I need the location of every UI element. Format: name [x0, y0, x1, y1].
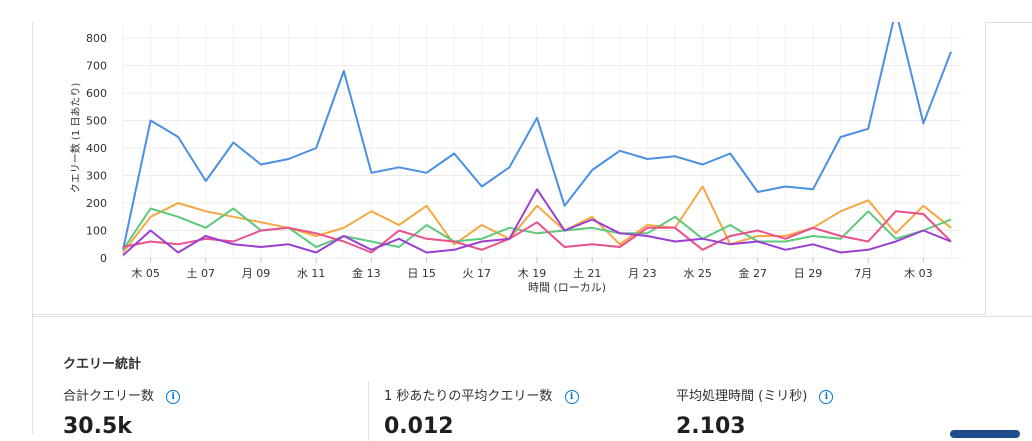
y-tick-label: 500	[86, 115, 107, 128]
x-tick-label: 金 13	[352, 266, 381, 280]
y-tick-label: 400	[86, 142, 107, 155]
y-tick-label: 800	[86, 32, 107, 45]
x-tick-label: 土 07	[187, 267, 216, 280]
y-tick-label: 700	[86, 60, 107, 73]
x-tick-label: 月 09	[242, 267, 271, 280]
previous-card-bottom	[32, 0, 1032, 23]
x-tick-label: 土 21	[573, 267, 602, 280]
stat-value-time: 2.103	[676, 414, 746, 439]
y-tick-label: 0	[100, 252, 107, 265]
series-line-1	[122, 22, 952, 251]
y-tick-label: 100	[86, 225, 107, 238]
x-tick-label: 7月	[854, 267, 872, 280]
x-tick-label: 日 29	[794, 267, 823, 280]
stat-divider	[368, 381, 369, 441]
stat-label-total: 合計クエリー数	[63, 389, 155, 404]
query-chart-card: 0 100 200 300 400 500 600 700 800 木 05 土 07 月 09 水 1…	[32, 22, 986, 315]
y-tick-label: 200	[86, 197, 107, 210]
x-tick-label: 水 11	[297, 267, 326, 280]
info-icon[interactable]: i	[564, 389, 579, 404]
stat-value-total: 30.5k	[63, 414, 132, 439]
stat-value-avg: 0.012	[384, 414, 454, 439]
y-axis-label: クエリー数 (1 日あたり)	[69, 83, 82, 194]
series-line-4	[122, 210, 952, 254]
x-tick-label: 木 19	[518, 267, 547, 280]
stat-label-time: 平均処理時間 (ミリ秒)	[676, 389, 808, 404]
series-line-5	[122, 188, 952, 257]
x-axis-label: 時間 (ローカル)	[528, 281, 606, 294]
stat-avg-processing-time: 平均処理時間 (ミリ秒) i 2.103	[676, 385, 834, 439]
x-tick-label: 木 03	[904, 267, 933, 280]
info-icon[interactable]: i	[166, 389, 181, 404]
floating-button-edge[interactable]	[950, 430, 1020, 438]
x-tick-label: 木 05	[131, 267, 160, 280]
info-icon[interactable]: i	[819, 389, 834, 404]
stat-label-avg: 1 秒あたりの平均クエリー数	[384, 389, 553, 404]
x-tick-label: 月 23	[628, 267, 657, 280]
query-stats-section: クエリー統計 合計クエリー数 i 30.5k 1 秒あたりの平均クエリー数 i …	[32, 316, 1032, 441]
stat-total-queries: 合計クエリー数 i 30.5k	[63, 385, 181, 439]
query-line-chart: 0 100 200 300 400 500 600 700 800 木 05 土 07 月 09 水 1…	[69, 22, 961, 294]
x-tick-label: 水 25	[683, 267, 712, 280]
y-tick-label: 600	[86, 87, 107, 100]
stat-avg-per-second: 1 秒あたりの平均クエリー数 i 0.012	[384, 385, 579, 439]
stats-title: クエリー統計	[63, 357, 142, 372]
x-tick-label: 火 17	[463, 267, 492, 280]
x-tick-label: 金 27	[739, 266, 768, 280]
y-tick-label: 300	[86, 170, 107, 183]
x-tick-label: 日 15	[407, 267, 436, 280]
